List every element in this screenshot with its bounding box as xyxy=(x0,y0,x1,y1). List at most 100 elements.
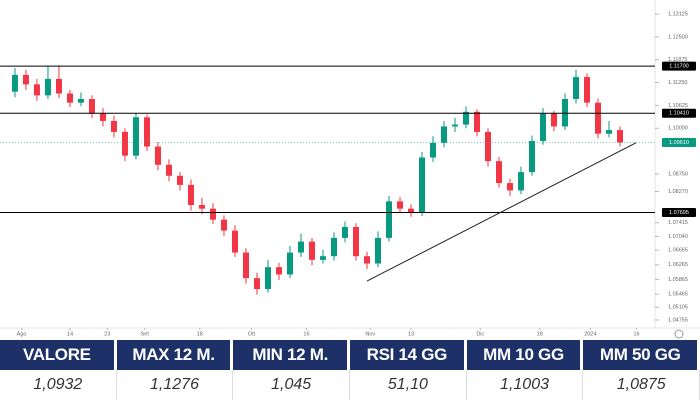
candle-body xyxy=(121,131,128,156)
candle-body xyxy=(385,201,392,238)
candle-body xyxy=(352,226,359,257)
y-tick-label: 1.05865 xyxy=(668,277,688,283)
x-tick-label: 13 xyxy=(408,331,414,337)
candle-body xyxy=(187,184,194,206)
y-tick-label: 1.11250 xyxy=(668,80,687,86)
level-badge xyxy=(662,208,696,218)
table-value: 1,0875 xyxy=(583,370,700,400)
candle-body xyxy=(88,99,95,114)
candle-body xyxy=(330,237,337,257)
candle-body xyxy=(396,201,403,209)
candle-body xyxy=(485,131,492,162)
y-tick-label: 1.10625 xyxy=(668,103,688,109)
x-tick-label: Ago xyxy=(17,331,27,337)
y-tick-label: 1.05105 xyxy=(668,305,688,311)
level-badge xyxy=(662,108,696,118)
candle-body xyxy=(429,142,436,158)
table-header: RSI 14 GG xyxy=(350,340,464,370)
table-value: 51,10 xyxy=(350,370,467,400)
x-tick-label: 16 xyxy=(633,331,639,337)
header-row: VALORE MAX 12 M. MIN 12 M. RSI 14 GG MM 10 G… xyxy=(0,340,700,370)
y-tick-label: 1.07040 xyxy=(668,234,688,240)
candle-body xyxy=(143,117,150,147)
candle-body xyxy=(584,77,591,103)
candle-body xyxy=(573,77,580,99)
candle-body xyxy=(518,172,525,191)
candle-body xyxy=(22,74,29,85)
level-label: 1.10410 xyxy=(669,111,689,117)
candle-body xyxy=(33,84,40,96)
table-header: MAX 12 M. xyxy=(116,340,231,370)
level-badge xyxy=(662,61,696,71)
y-tick-label: 1.11875 xyxy=(668,57,687,63)
candle-body xyxy=(11,74,18,92)
y-tick-label: 1.06665 xyxy=(668,248,688,254)
y-tick-label: 1.08750 xyxy=(668,171,688,177)
y-tick-label: 1.08270 xyxy=(668,189,688,195)
y-tick-label: 1.05465 xyxy=(668,291,688,297)
stats-table: VALORE MAX 12 M. MIN 12 M. RSI 14 GG MM 10 G… xyxy=(0,340,700,400)
x-tick-label: Ott xyxy=(248,331,256,337)
table-header: MIN 12 M. xyxy=(233,340,348,370)
table-value: 1,0932 xyxy=(0,370,117,400)
candle-body xyxy=(110,120,117,132)
candle-body xyxy=(418,157,425,213)
x-tick-label: 16 xyxy=(303,331,309,337)
candle-body xyxy=(154,146,161,165)
level-label: 1.09610 xyxy=(669,140,689,146)
table-header: VALORE xyxy=(0,340,114,370)
level-label: 1.07695 xyxy=(669,210,689,216)
candle-body xyxy=(297,241,304,253)
chart: 1.13125 1.12500 1.11875 1.11250 1.10625 1.100… xyxy=(0,0,700,339)
x-tick-label: Set xyxy=(141,331,150,337)
candle-body xyxy=(319,256,326,260)
candle-body xyxy=(540,113,547,142)
candle-body xyxy=(198,205,205,209)
level-label: 1.11700 xyxy=(669,64,688,70)
candle-body xyxy=(341,226,348,238)
candle-body xyxy=(209,208,216,220)
candle-body xyxy=(308,241,315,260)
candle-body xyxy=(617,130,624,143)
table-value: 1,1276 xyxy=(117,370,234,400)
table-value: 1,045 xyxy=(233,370,351,400)
candle-body xyxy=(253,278,260,290)
level-badge xyxy=(662,138,696,148)
candle-body xyxy=(264,267,271,290)
candle-body xyxy=(242,252,249,279)
y-tick-label: 1.12500 xyxy=(668,34,688,40)
candle-body xyxy=(275,267,282,275)
x-tick-label: 14 xyxy=(67,331,73,337)
candle-body xyxy=(77,99,84,103)
table-header: MM 10 GG xyxy=(466,340,581,370)
y-tick-label: 1.04755 xyxy=(668,317,688,323)
table-header: MM 50 GG xyxy=(583,340,698,370)
candle-body xyxy=(66,93,73,103)
candle-body xyxy=(507,183,514,191)
candle-body xyxy=(176,175,183,185)
candle-body xyxy=(374,237,381,264)
x-tick-label: Dic xyxy=(476,331,484,337)
candle-body xyxy=(44,78,51,96)
candle-body xyxy=(231,230,238,253)
x-tick-label: Nov xyxy=(365,331,375,337)
settings-icon[interactable] xyxy=(674,329,684,339)
candle-body xyxy=(496,161,503,184)
candle-body xyxy=(55,78,62,94)
candle-body xyxy=(132,117,139,156)
y-tick-label: 1.07415 xyxy=(668,220,688,226)
x-tick-label: 2024 xyxy=(584,331,596,337)
candle-body xyxy=(562,99,569,127)
candle-body xyxy=(220,219,227,231)
y-tick-label: 1.06265 xyxy=(668,262,688,268)
x-tick-label: 18 xyxy=(197,331,203,337)
candle-body xyxy=(363,256,370,264)
trendline xyxy=(366,142,637,282)
candle-body xyxy=(99,113,106,121)
candle-body xyxy=(407,208,414,213)
candle-body xyxy=(595,102,602,134)
candle-body xyxy=(286,252,293,275)
candle-body xyxy=(606,130,613,134)
value-row: 1,0932 1,1276 1,045 51,10 1,1003 1,0875 xyxy=(0,370,700,400)
